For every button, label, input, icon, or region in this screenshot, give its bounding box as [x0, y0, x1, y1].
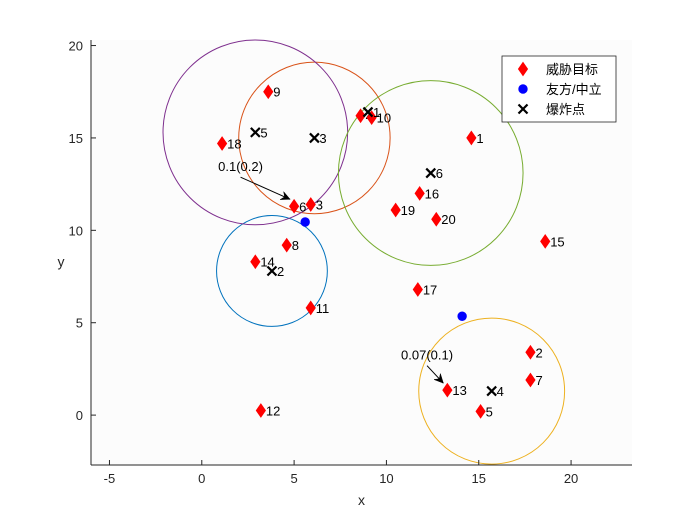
threat-target-marker — [525, 372, 536, 388]
threat-target-marker — [442, 382, 453, 398]
y-tick-label: 15 — [69, 131, 83, 146]
x-axis-label: x — [358, 492, 365, 508]
threat-target-marker — [250, 254, 261, 270]
annotation-arrow-head — [279, 190, 291, 200]
x-tick-label: 15 — [472, 471, 486, 486]
threat-target-marker — [466, 130, 477, 146]
blast-radius-circle — [337, 80, 524, 266]
y-tick-label: 10 — [69, 223, 83, 238]
blast-point-stroke — [425, 167, 437, 179]
blast-point-marker — [309, 132, 320, 144]
threat-target-marker — [414, 185, 425, 201]
annotation-arrow-head — [433, 372, 444, 384]
threat-target-marker — [390, 202, 401, 218]
threat-target-marker — [305, 197, 316, 212]
annotation-text: 0.1(0.2) — [218, 159, 263, 174]
threat-target-label: 18 — [227, 136, 241, 151]
threat-target-label: 9 — [273, 85, 280, 100]
threat-target-label: 17 — [423, 282, 437, 297]
annotations: 0.1(0.2) 0.07(0.1) — [218, 159, 453, 384]
blast-point-label: 4 — [497, 384, 504, 399]
blast-point-marker — [486, 385, 497, 397]
threat-target-label: 15 — [550, 234, 564, 249]
x-tick-label: 20 — [564, 471, 578, 486]
threat-target-label: 2 — [535, 345, 542, 360]
blast-radius-circle — [216, 215, 328, 327]
blast-radius-circle — [418, 317, 566, 465]
threat-target-label: 14 — [260, 255, 274, 270]
x-tick-label: 0 — [198, 471, 205, 486]
x-tick-label: 5 — [290, 471, 297, 486]
blast-point-marker — [425, 167, 437, 179]
legend-label: 威胁目标 — [546, 62, 598, 77]
blast-point-marker — [362, 106, 374, 118]
blast-point-label: 5 — [260, 125, 267, 140]
friendly-neutral-marker — [300, 217, 310, 227]
threat-target-marker — [525, 344, 536, 360]
threat-target-label: 11 — [316, 301, 330, 316]
threat-target-label: 20 — [441, 212, 455, 227]
threat-target-marker — [475, 404, 486, 419]
threat-target-label: 12 — [266, 403, 280, 418]
annotation-arrow-shaft — [240, 176, 291, 200]
threat-target-label: 8 — [292, 238, 299, 253]
annotation-text: 0.07(0.1) — [401, 348, 453, 363]
threat-target-marker — [355, 108, 366, 124]
threat-target-label: 19 — [401, 203, 415, 218]
threat-target-label: 10 — [377, 111, 391, 126]
threat-target-marker — [412, 282, 423, 297]
x-tick-label: 10 — [379, 471, 393, 486]
blast-point-label: 6 — [436, 166, 443, 181]
blast-radius-circle — [238, 61, 391, 215]
blast-point-marker — [266, 265, 278, 277]
threat-target-marker — [281, 237, 292, 253]
legend-threat-marker — [517, 61, 529, 77]
legend-label: 友方/中立 — [546, 82, 602, 97]
threat-target-marker — [263, 84, 274, 100]
threat-target-marker — [305, 300, 316, 316]
threat-target-marker — [540, 234, 551, 249]
data-points: 1234567891011121314151617181920123456 — [216, 84, 565, 419]
blast-point-stroke — [266, 265, 278, 277]
threat-target-label: 3 — [316, 197, 323, 212]
threat-target-marker — [288, 198, 300, 214]
blast-point-label: 2 — [277, 264, 284, 279]
threat-target-label: 7 — [535, 373, 542, 388]
threat-target-marker — [216, 136, 228, 151]
legend-friendly-marker — [518, 84, 528, 94]
y-tick-label: 0 — [76, 408, 83, 423]
threat-target-marker — [255, 403, 266, 418]
blast-point-stroke — [517, 103, 529, 115]
threat-target-label: 1 — [476, 131, 483, 146]
legend-label: 爆炸点 — [546, 102, 585, 117]
threat-target-label: 16 — [425, 186, 439, 201]
y-tick-label: 20 — [69, 39, 83, 54]
blast-point-marker — [250, 127, 261, 138]
blast-point-stroke — [309, 132, 320, 144]
friendly-neutral-marker — [457, 311, 467, 321]
blast-point-stroke — [362, 106, 374, 118]
blast-point-stroke — [250, 127, 261, 138]
x-tick-label: -5 — [104, 471, 116, 486]
y-axis-label: y — [58, 254, 65, 270]
blast-point-label: 1 — [373, 105, 380, 120]
threat-target-label: 6 — [299, 199, 306, 214]
blast-point-label: 3 — [319, 131, 326, 146]
threat-target-marker — [431, 211, 442, 227]
threat-target-label: 13 — [452, 383, 466, 398]
blast-radius-circles — [162, 39, 566, 465]
legend-blast-marker — [517, 103, 529, 115]
y-tick-label: 5 — [76, 316, 83, 331]
blast-point-stroke — [486, 385, 497, 397]
threat-target-label: 5 — [486, 404, 493, 419]
